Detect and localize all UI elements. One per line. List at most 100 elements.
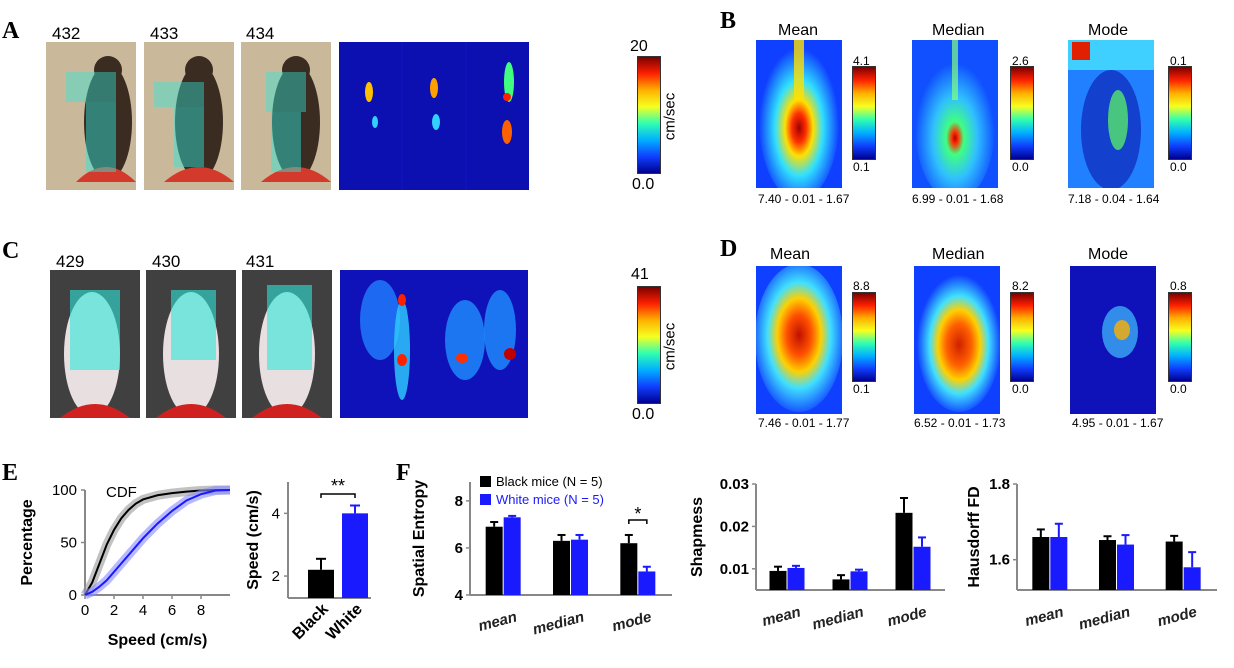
caption-b-mean: 7.40 - 0.01 - 1.67 [758,192,850,206]
F-entropy-y-tick-label: 4 [455,587,464,604]
F-hausdorff-y-tick-label: 1.6 [989,552,1010,569]
entropy-significance-bracket [628,519,648,524]
entropy-significance-label: * [634,504,641,524]
F-sharpness-bar-mean-black [769,570,787,590]
F-entropy-bar-mode-white [638,571,656,595]
map-title-d-mode: Mode [1088,246,1129,263]
colorbar-d-mean-min: 0.1 [853,382,870,396]
colorbar-d-mode [1168,292,1192,382]
colorbar-a [637,56,661,174]
F-entropy-category-label: median [531,608,586,638]
F-entropy-bar-mode-black [620,543,638,595]
sharpness-bar-chart: mean median mode 0.01 0.02 0.03 Shapmess [689,476,945,633]
colorbar-b-mode-min: 0.0 [1170,160,1187,174]
frame-label-a2: 433 [150,24,179,43]
F-hausdorff-bar-mode-white [1183,567,1201,590]
F-hausdorff-category-label: mean [1023,603,1065,630]
caption-d-median: 6.52 - 0.01 - 1.73 [914,416,1006,430]
frame-label-c3: 431 [246,252,275,271]
F-entropy-bar-mean-white [503,517,521,595]
F-sharpness-bar-mode-black [895,512,913,590]
speed-category-label: White [323,601,366,644]
colorbar-d-median [1010,292,1034,382]
colorbar-b-mode-max: 0.1 [1170,54,1187,68]
colorbar-a-min: 0.0 [632,176,655,193]
mouse-frame-black-3 [241,42,331,190]
F-sharpness-category-label: mean [760,603,802,630]
cdf-y-tick-label: 0 [69,587,77,604]
speed-y-tick-label: 4 [272,505,280,522]
colorbar-d-median-max: 8.2 [1012,279,1029,293]
F-sharpness-y-tick-label: 0.02 [720,518,749,535]
cdf-chart: 0 2 4 6 8 0 50 100 CDF Speed (cm/s) Percentage [19,482,231,649]
speed-heatmap-row-a [339,42,529,190]
F-hausdorff-category-label: median [1077,603,1132,633]
mouse-frame-white-1 [50,270,140,418]
mouse-frame-black-2 [144,42,234,190]
mouse-frame-white-3 [242,270,332,418]
F-entropy-bar-median-white [571,539,588,595]
caption-d-mean: 7.46 - 0.01 - 1.77 [758,416,850,430]
entropy-bar-chart: mean median mode 4 6 8 Spatial Entropy Black mi… [411,474,672,638]
colorbar-d-mode-min: 0.0 [1170,382,1187,396]
map-title-b-median: Median [932,22,985,39]
speed-bar-white [342,513,368,598]
cdf-x-label: Speed (cm/s) [108,632,208,649]
F-sharpness-bar-median-white [850,571,868,590]
F-entropy-y-tick-label: 6 [455,540,463,557]
colorbar-c-min: 0.0 [632,406,655,423]
colorbar-c-unit: cm/sec [661,322,679,371]
hausdorff-bar-chart: mean median mode 1.6 1.8 Hausdorff FD [966,476,1217,633]
frame-label-a1: 432 [52,24,81,43]
colorbar-d-median-min: 0.0 [1012,382,1029,396]
colorbar-c-max: 41 [631,266,649,283]
colorbar-d-mean [852,292,876,382]
cdf-y-tick-label: 50 [60,535,77,552]
F-hausdorff-category-label: mode [1156,603,1199,630]
F-entropy-category-label: mode [610,608,653,635]
F-hausdorff-y-tick-label: 1.8 [989,476,1010,493]
map-title-b-mean: Mean [778,22,819,39]
cdf-line-blue [84,489,231,596]
panel-letter-c: C [2,238,20,264]
mouse-frame-white-2 [146,270,236,418]
map-title-d-median: Median [932,246,985,263]
legend-swatch-black [480,476,491,487]
colorbar-b-mean [852,66,876,160]
legend-label-black: Black mice (N = 5) [496,474,603,489]
caption-d-mode: 4.95 - 0.01 - 1.67 [1072,416,1164,430]
colorbar-b-mode [1168,66,1192,160]
panel-letter-f: F [396,460,411,486]
F-entropy-bar-median-black [553,540,570,595]
colorbar-d-mean-max: 8.8 [853,279,870,293]
speed-y-tick-label: 2 [272,568,280,585]
colorbar-c [637,286,661,404]
speed-significance-bracket [320,493,356,498]
speed-heatmap-row-c [340,270,528,418]
cdf-line-black [84,489,230,596]
cdf-x-tick-label: 0 [81,602,89,619]
stat-map-b-mean [756,40,842,188]
F-sharpness-bar-mean-white [787,567,805,590]
speed-bar-black [308,569,334,598]
colorbar-b-mean-max: 4.1 [853,54,870,68]
stat-map-b-median [912,40,998,188]
caption-b-mode: 7.18 - 0.04 - 1.64 [1068,192,1160,206]
cdf-y-label: Percentage [19,499,36,585]
F-sharpness-y-tick-label: 0.01 [720,561,749,578]
F-hausdorff-bar-mode-black [1165,541,1183,590]
cdf-y-tick-label: 100 [52,482,77,499]
panel-letter-e: E [2,460,19,486]
colorbar-d-mode-max: 0.8 [1170,279,1187,293]
F-sharpness-category-label: mode [885,603,928,630]
speed-category-label: Black [290,601,332,643]
colorbar-b-median [1010,66,1034,160]
stat-map-d-median [914,266,1000,414]
stat-map-b-mode [1068,40,1154,188]
cdf-x-tick-label: 6 [168,602,176,619]
colorbar-a-unit: cm/sec [661,92,679,141]
F-sharpness-bar-median-black [832,579,850,590]
F-entropy-y-tick-label: 8 [455,493,463,510]
F-hausdorff-bar-mean-white [1050,537,1068,590]
